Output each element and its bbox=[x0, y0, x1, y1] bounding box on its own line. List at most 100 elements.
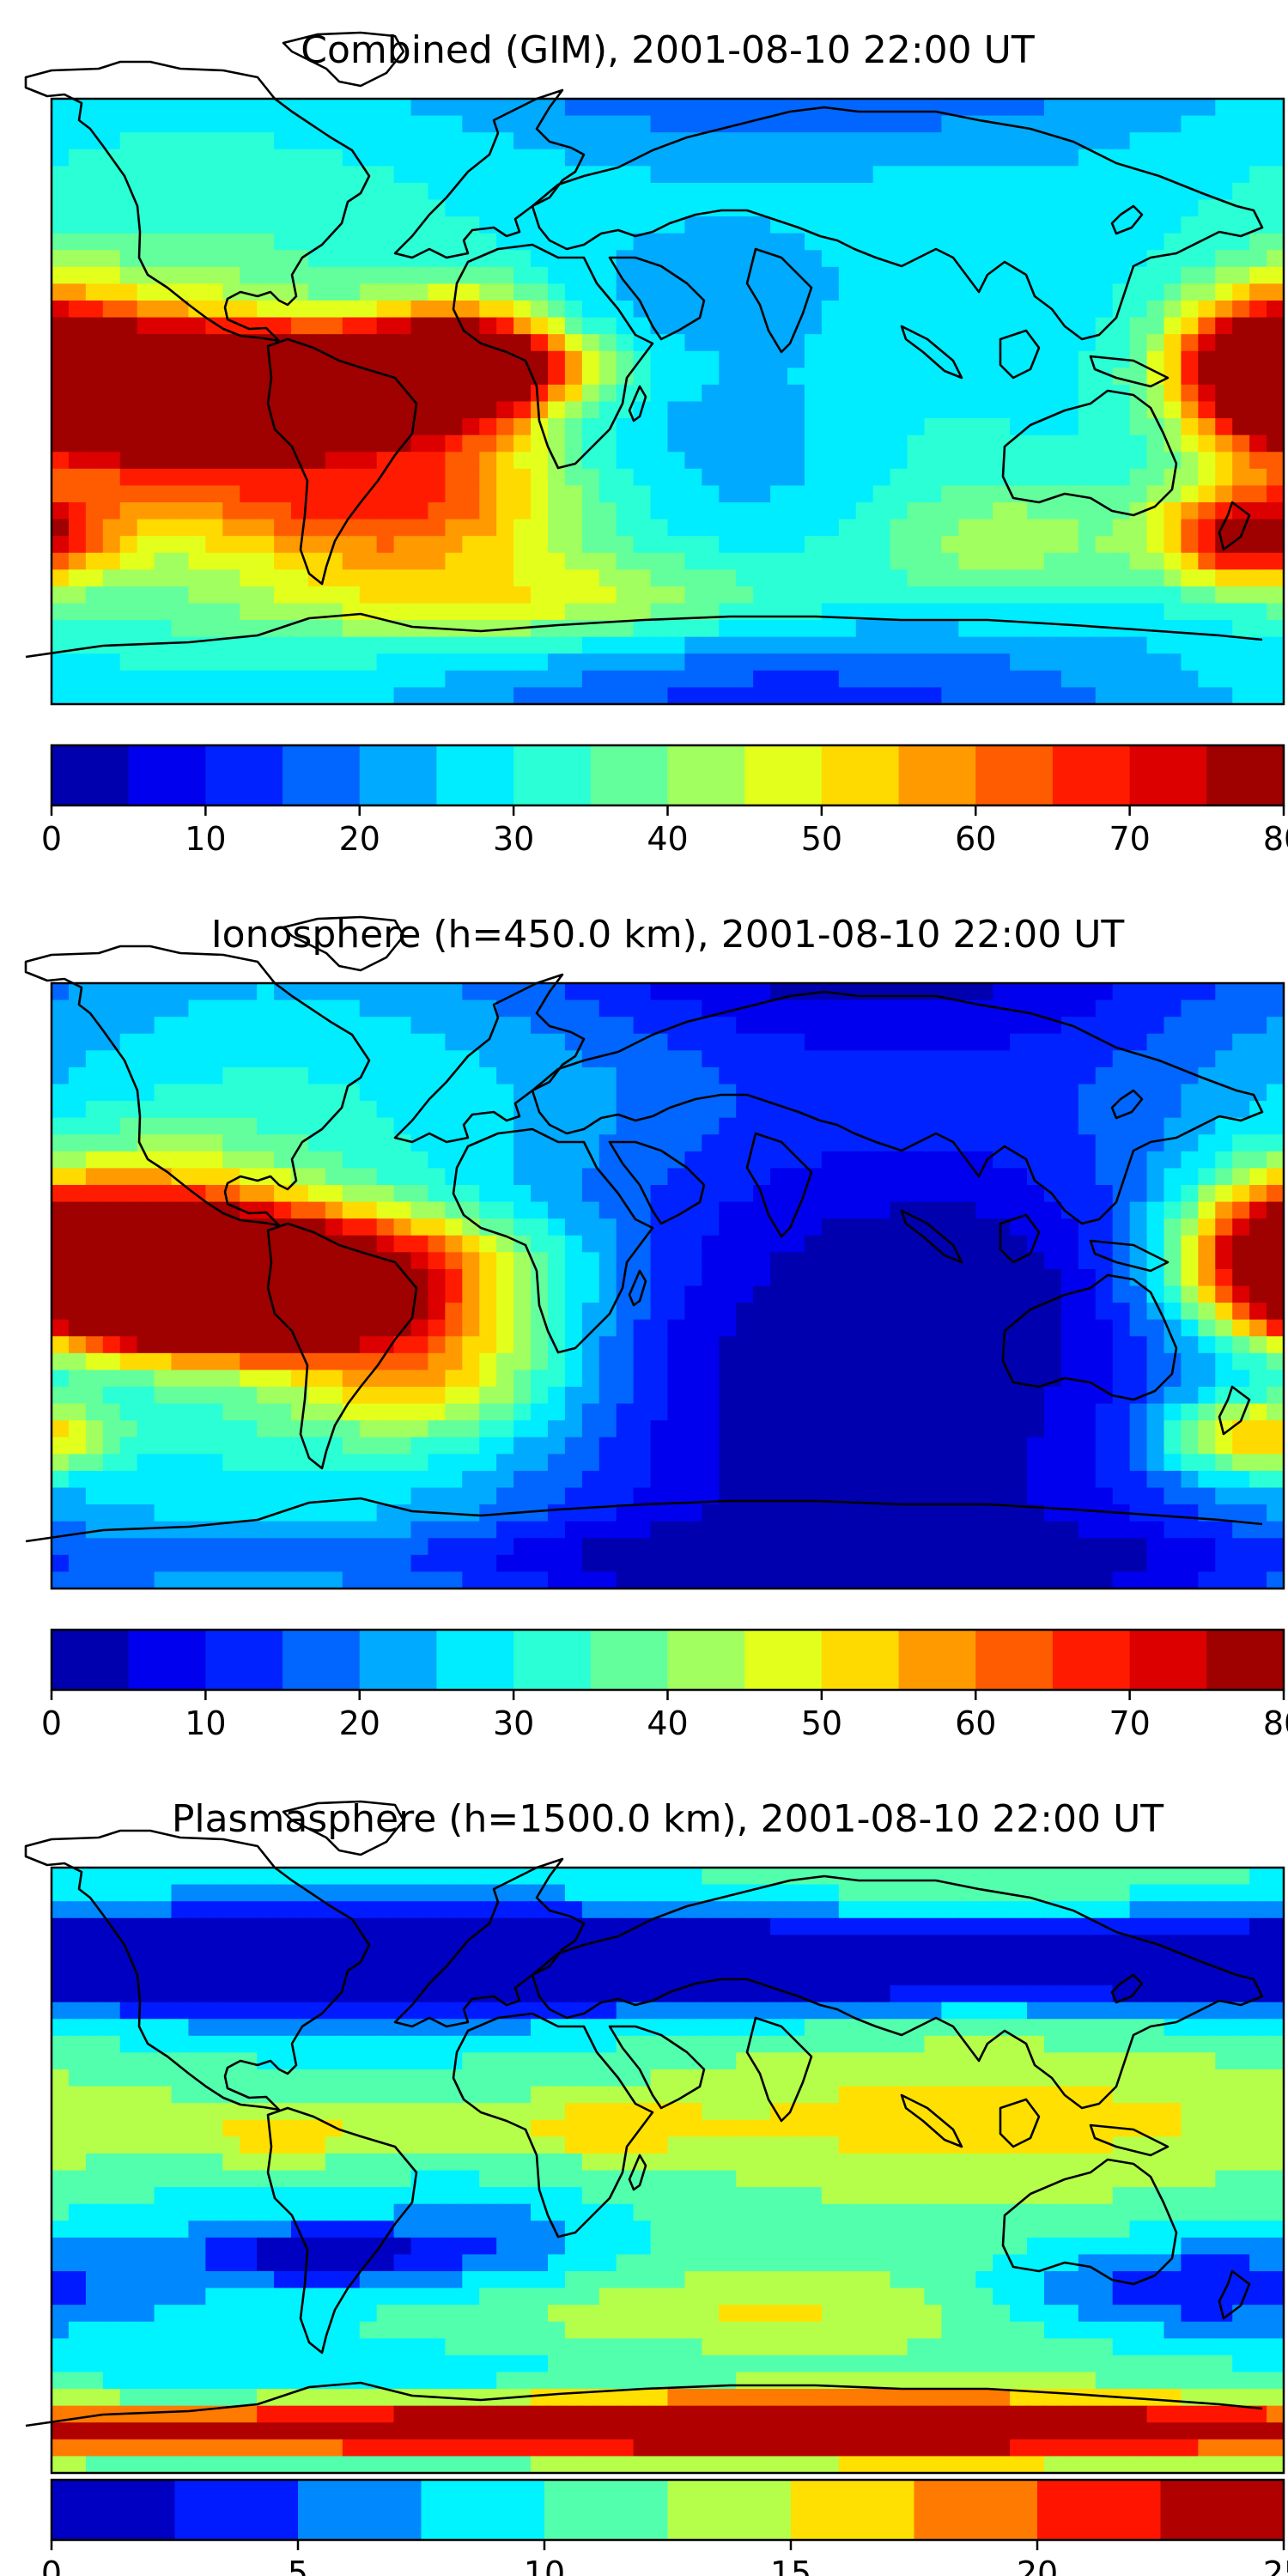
map-cell bbox=[770, 586, 788, 605]
map-cell bbox=[137, 401, 155, 419]
map-cell bbox=[753, 1117, 771, 1136]
map-cell bbox=[1060, 1117, 1079, 1136]
colorbar-tick-label: 30 bbox=[493, 820, 534, 858]
map-cell bbox=[753, 1437, 771, 1455]
map-cell bbox=[428, 1454, 447, 1472]
map-cell bbox=[240, 603, 258, 621]
map-cell bbox=[924, 1268, 943, 1287]
map-cell bbox=[102, 1487, 121, 1505]
map-cell bbox=[496, 182, 514, 201]
map-cell bbox=[376, 1454, 395, 1472]
map-cell bbox=[188, 1285, 207, 1303]
map-cell bbox=[85, 182, 104, 201]
map-cell bbox=[1249, 1218, 1267, 1236]
map-cell bbox=[598, 1336, 617, 1354]
map-cell bbox=[564, 1352, 583, 1371]
map-cell bbox=[753, 636, 771, 655]
map-cell bbox=[975, 653, 993, 671]
map-cell bbox=[872, 1336, 891, 1354]
map-cell bbox=[1060, 1521, 1079, 1540]
map-cell bbox=[753, 485, 771, 503]
map-cell bbox=[872, 653, 891, 671]
map-cell bbox=[1163, 552, 1182, 571]
map-cell bbox=[684, 250, 703, 268]
map-cell bbox=[513, 149, 532, 167]
map-cell bbox=[325, 1201, 343, 1219]
map-cell bbox=[975, 999, 993, 1018]
map-cell bbox=[1215, 983, 1234, 1001]
map-cell bbox=[137, 1117, 155, 1136]
map-cell bbox=[205, 401, 224, 419]
map-cell bbox=[598, 502, 617, 520]
map-cell bbox=[547, 216, 566, 234]
map-cell bbox=[68, 1017, 87, 1035]
map-cell bbox=[702, 485, 720, 503]
map-cell bbox=[1027, 536, 1045, 554]
map-cell bbox=[1060, 1352, 1079, 1371]
map-cell bbox=[993, 283, 1011, 301]
map-cell bbox=[598, 149, 617, 167]
map-cell bbox=[479, 301, 497, 319]
map-cell bbox=[291, 266, 309, 285]
map-cell bbox=[531, 266, 549, 285]
map-cell bbox=[941, 620, 960, 638]
map-cell bbox=[941, 1084, 960, 1102]
map-cell bbox=[393, 1454, 412, 1472]
map-cell bbox=[821, 653, 840, 671]
map-cell bbox=[821, 1117, 840, 1136]
map-cell bbox=[119, 1470, 138, 1489]
map-cell bbox=[1078, 368, 1097, 386]
map-cell bbox=[462, 1168, 481, 1186]
map-cell bbox=[804, 1017, 823, 1035]
map-cell bbox=[702, 368, 720, 386]
map-cell bbox=[1027, 653, 1045, 671]
map-cell bbox=[581, 1303, 600, 1321]
map-cell bbox=[650, 368, 669, 386]
map-cell bbox=[616, 519, 635, 537]
map-cell bbox=[222, 418, 241, 436]
map-cell bbox=[1043, 983, 1062, 1001]
map-cell bbox=[274, 1117, 292, 1136]
map-cell bbox=[240, 266, 258, 285]
map-cell bbox=[68, 1319, 87, 1338]
map-cell bbox=[1010, 1387, 1028, 1405]
map-cell bbox=[1060, 334, 1079, 352]
map-cell bbox=[855, 1437, 874, 1455]
map-cell bbox=[119, 233, 138, 252]
map-cell bbox=[924, 1487, 943, 1505]
map-cell bbox=[359, 1470, 378, 1489]
map-cell bbox=[1146, 1151, 1165, 1170]
map-cell bbox=[462, 1487, 481, 1505]
map-cell bbox=[1215, 418, 1234, 436]
map-cell bbox=[1078, 452, 1097, 470]
map-cell bbox=[154, 99, 173, 117]
map-cell bbox=[907, 1218, 926, 1236]
map-cell bbox=[307, 552, 326, 571]
map-cell bbox=[1249, 1268, 1267, 1287]
map-cell bbox=[1095, 1487, 1114, 1505]
map-cell bbox=[393, 1336, 412, 1354]
map-cell bbox=[736, 317, 754, 335]
map-cell bbox=[564, 317, 583, 335]
map-cell bbox=[958, 620, 977, 638]
map-cell bbox=[821, 1319, 840, 1338]
map-cell bbox=[291, 1084, 309, 1102]
map-cell bbox=[137, 1470, 155, 1489]
map-cell bbox=[958, 233, 977, 252]
map-cell bbox=[598, 182, 617, 201]
map-cell bbox=[770, 384, 788, 403]
map-cell bbox=[872, 519, 891, 537]
map-cell bbox=[907, 569, 926, 587]
map-cell bbox=[342, 468, 361, 487]
map-cell bbox=[702, 149, 720, 167]
map-cell bbox=[85, 1437, 104, 1455]
map-cell bbox=[1043, 1487, 1062, 1505]
map-cell bbox=[941, 653, 960, 671]
map-cell bbox=[291, 1134, 309, 1152]
map-cell bbox=[222, 1470, 241, 1489]
map-cell bbox=[325, 1487, 343, 1505]
map-cell bbox=[872, 216, 891, 234]
map-cell bbox=[68, 1268, 87, 1287]
map-cell bbox=[393, 1151, 412, 1170]
map-cell bbox=[993, 216, 1011, 234]
